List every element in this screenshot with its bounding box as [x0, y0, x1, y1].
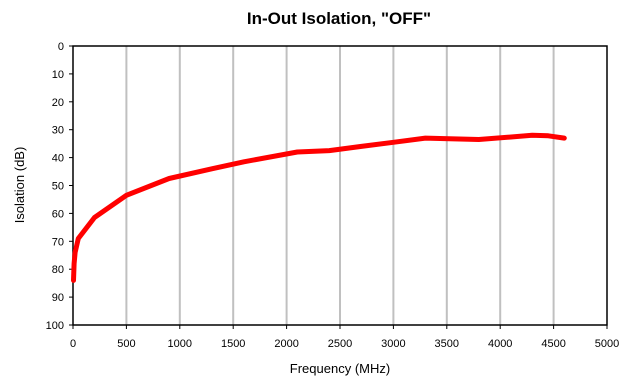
x-tick-label: 2000: [274, 338, 298, 350]
series-layer: [71, 132, 567, 283]
x-axis-ticks: 0 500 1000 1500 2000 2500 3000 3500 4000 4500 5000: [70, 325, 619, 350]
y-tick-label: 60: [52, 208, 64, 220]
x-tick-label: 1500: [221, 338, 245, 350]
x-tick-label: 3000: [381, 338, 405, 350]
y-axis-ticks: 0 10 20 30 40 50 60 70 80 90 100: [46, 41, 73, 332]
y-tick-label: 80: [52, 264, 64, 276]
x-tick-label: 0: [70, 338, 76, 350]
x-tick-label: 1000: [168, 338, 192, 350]
y-tick-label: 90: [52, 292, 64, 304]
y-tick-label: 50: [52, 181, 64, 193]
x-tick-label: 5000: [595, 338, 619, 350]
x-tick-label: 4500: [541, 338, 565, 350]
y-tick-label: 0: [58, 41, 64, 53]
y-axis-label: Isolation (dB): [12, 147, 27, 224]
y-tick-label: 10: [52, 69, 64, 81]
x-tick-label: 2500: [328, 338, 352, 350]
gridlines: [125, 46, 555, 325]
y-tick-label: 40: [52, 153, 64, 165]
y-tick-label: 30: [52, 125, 64, 137]
x-tick-label: 4000: [488, 338, 512, 350]
x-axis-label: Frequency (MHz): [290, 361, 390, 376]
y-tick-label: 20: [52, 97, 64, 109]
x-tick-label: 500: [117, 338, 135, 350]
y-tick-label: 70: [52, 236, 64, 248]
chart-title: In-Out Isolation, "OFF": [247, 9, 431, 28]
y-tick-label: 100: [46, 320, 64, 332]
isolation-series-line: [71, 132, 567, 283]
x-tick-label: 3500: [435, 338, 459, 350]
